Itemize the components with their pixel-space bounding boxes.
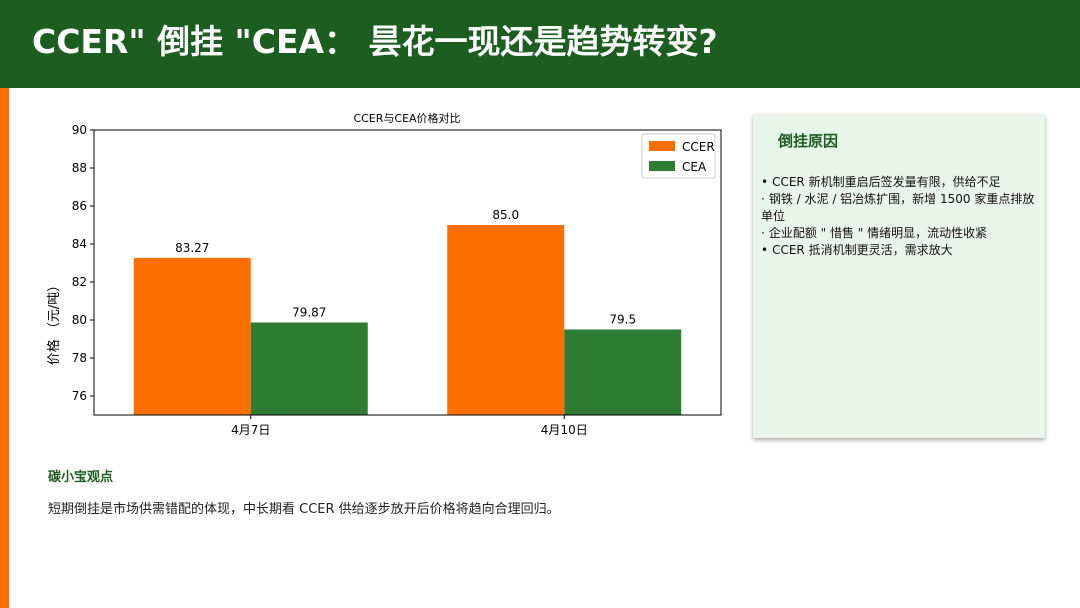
legend-label: CCER <box>682 140 715 154</box>
reasons-list: • CCER 新机制重启后签发量有限，供给不足 · 钢铁 / 水泥 / 铝冶炼扩围，… <box>761 174 1037 259</box>
bar-value-label: 83.27 <box>175 241 209 255</box>
page-title: CCER" 倒挂 "CEA： 昙花一现还是趋势转变? <box>32 22 718 61</box>
y-tick-label: 86 <box>72 199 87 213</box>
y-tick-label: 78 <box>72 351 87 365</box>
legend-swatch-cea <box>649 161 675 171</box>
chart-svg: CCER与CEA价格对比 价格 （元/吨） 76 78 80 82 84 86 88 90 83… <box>46 111 722 437</box>
list-item-text: CCER 抵消机制更灵活，需求放大 <box>772 243 953 257</box>
y-tick-label: 84 <box>72 237 87 251</box>
plot-area: 76 78 80 82 84 86 88 90 83.27 79.87 4月7日 85.0 79.5 4月… <box>72 123 682 437</box>
bullet-icon: • <box>761 175 769 189</box>
y-axis-label: 价格 （元/吨） <box>46 279 62 366</box>
panel-title: 倒挂原因 <box>778 132 839 150</box>
list-item-text: 企业配额 " 惜售 " 情绪明显，流动性收紧 <box>768 226 988 240</box>
list-item: · 企业配额 " 惜售 " 情绪明显，流动性收紧 <box>761 225 1037 242</box>
list-item: • CCER 新机制重启后签发量有限，供给不足 <box>761 174 1037 191</box>
note-title: 碳小宝观点 <box>48 470 114 485</box>
legend-swatch-ccer <box>649 141 675 151</box>
left-accent-bar <box>0 88 9 608</box>
bar-cea-0 <box>250 322 368 415</box>
y-tick-label: 88 <box>72 161 87 175</box>
chart-title: CCER与CEA价格对比 <box>353 111 460 125</box>
bar-value-label: 79.87 <box>292 305 326 319</box>
x-tick-label: 4月7日 <box>231 423 270 437</box>
note-text: 短期倒挂是市场供需错配的体现，中长期看 CCER 供给逐步放开后价格将趋向合理回… <box>48 502 560 517</box>
list-item: • CCER 抵消机制更灵活，需求放大 <box>761 242 1037 259</box>
bullet-icon: • <box>761 243 769 257</box>
bullet-icon: · <box>761 226 765 240</box>
plot-frame <box>93 129 722 416</box>
legend-label: CEA <box>682 160 707 174</box>
price-comparison-chart: CCER与CEA价格对比 价格 （元/吨） 76 78 80 82 84 86 88 90 83… <box>10 100 730 450</box>
y-tick-label: 80 <box>72 313 87 327</box>
x-tick-label: 4月10日 <box>541 423 588 437</box>
bar-value-label: 79.5 <box>609 313 636 327</box>
list-item: · 钢铁 / 水泥 / 铝冶炼扩围，新增 1500 家重点排放单位 <box>761 191 1037 225</box>
list-item-text: 钢铁 / 水泥 / 铝冶炼扩围，新增 1500 家重点排放单位 <box>761 192 1035 223</box>
y-tick-label: 76 <box>72 389 87 403</box>
reasons-panel: 倒挂原因 • CCER 新机制重启后签发量有限，供给不足 · 钢铁 / 水泥 / 铝… <box>753 114 1045 438</box>
chart-legend: CCER CEA <box>641 133 716 179</box>
bar-value-label: 85.0 <box>492 208 519 222</box>
bar-ccer-0 <box>133 257 251 415</box>
bullet-icon: · <box>761 192 765 206</box>
bar-cea-1 <box>564 329 682 415</box>
title-bar: CCER" 倒挂 "CEA： 昙花一现还是趋势转变? <box>0 0 1080 88</box>
y-tick-label: 82 <box>72 275 87 289</box>
bar-ccer-1 <box>447 225 565 415</box>
list-item-text: CCER 新机制重启后签发量有限，供给不足 <box>772 175 1001 189</box>
y-tick-label: 90 <box>72 123 87 137</box>
